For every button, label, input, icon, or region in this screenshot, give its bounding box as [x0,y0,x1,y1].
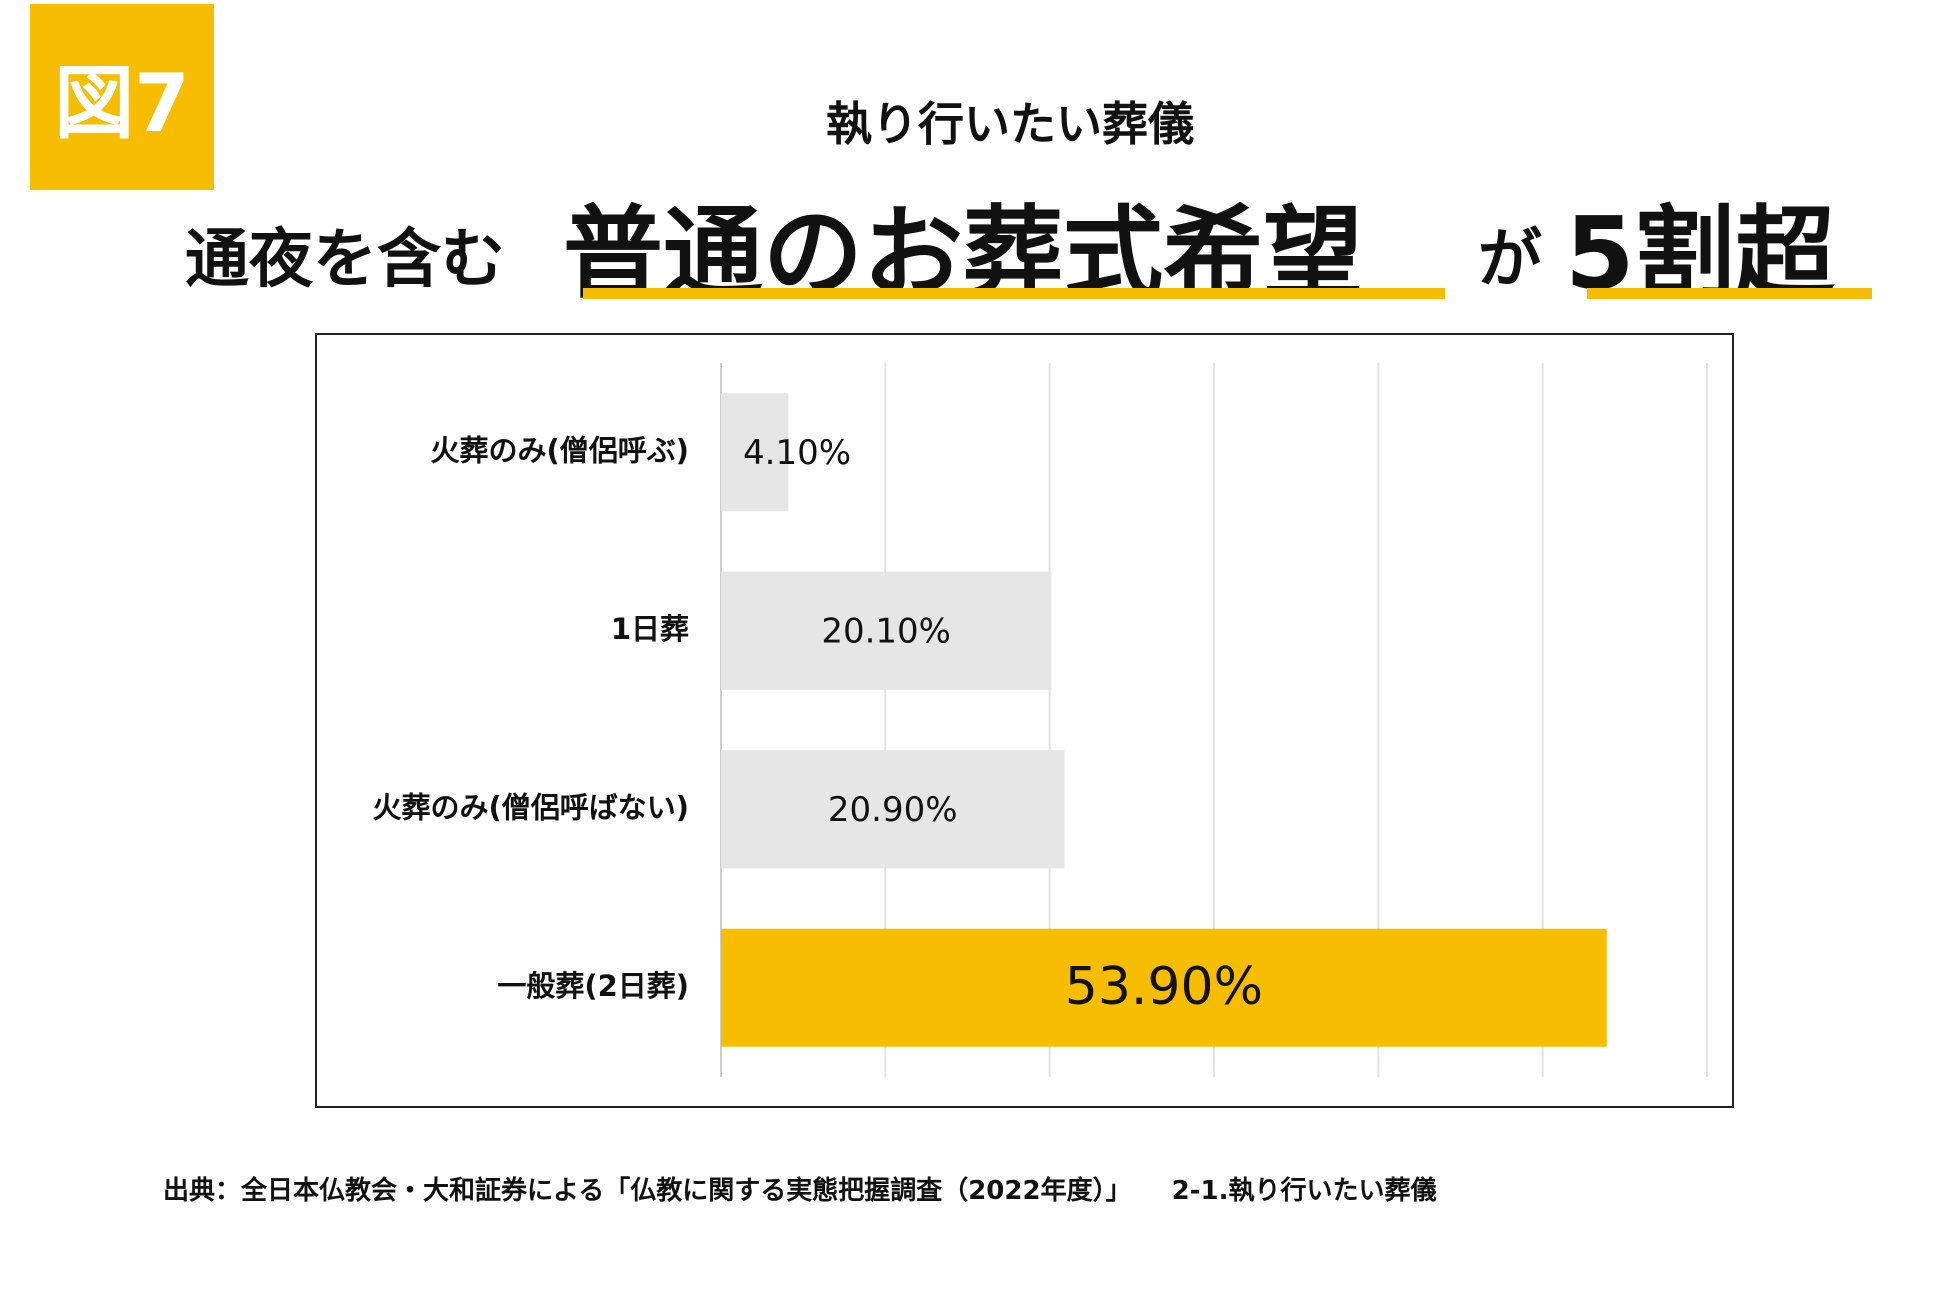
data-label-0: 4.10% [743,433,851,473]
chart-subtitle: 執り行いたい葬儀 [826,97,1194,151]
chart-frame: 火葬のみ(僧侶呼ぶ) 4.10% 1日葬 20.10% 火葬のみ(僧侶呼ばない) 20.9… [315,333,1734,1108]
bar-2 [721,750,1065,869]
bar-3 [721,928,1607,1047]
bar-1 [721,571,1052,690]
category-label-3: 一般葬(2日葬) [497,969,689,1003]
bar-0 [721,393,789,512]
category-label-1: 1日葬 [611,612,689,646]
headline-underline-1 [583,288,1445,299]
bar-chart: 火葬のみ(僧侶呼ぶ) 4.10% 1日葬 20.10% 火葬のみ(僧侶呼ばない) 20.9… [372,363,1708,1077]
headline-underline-2 [1587,288,1872,299]
source-section: 2-1.執り行いたい葬儀 [1171,1176,1437,1206]
headline-part-1: 通夜を含む [185,223,505,297]
category-label-0: 火葬のみ(僧侶呼ぶ) [430,433,689,467]
source-text: 出典：全日本仏教会・大和証券による「仏教に関する実態把握調査（2022年度）」 [163,1176,1132,1206]
data-label-2: 20.90% [828,790,958,830]
headline-part-3: が [1478,223,1542,297]
source-citation: 出典：全日本仏教会・大和証券による「仏教に関する実態把握調査（2022年度）」 2… [163,1170,1436,1207]
headline: 通夜を含む 普通のお葬式希望 が 5割超 [0,160,1950,312]
figure-badge: 図7 [30,4,214,190]
data-label-1: 20.10% [821,611,951,651]
data-label-3: 53.90% [1065,957,1263,1017]
category-label-2: 火葬のみ(僧侶呼ばない) [372,790,689,824]
